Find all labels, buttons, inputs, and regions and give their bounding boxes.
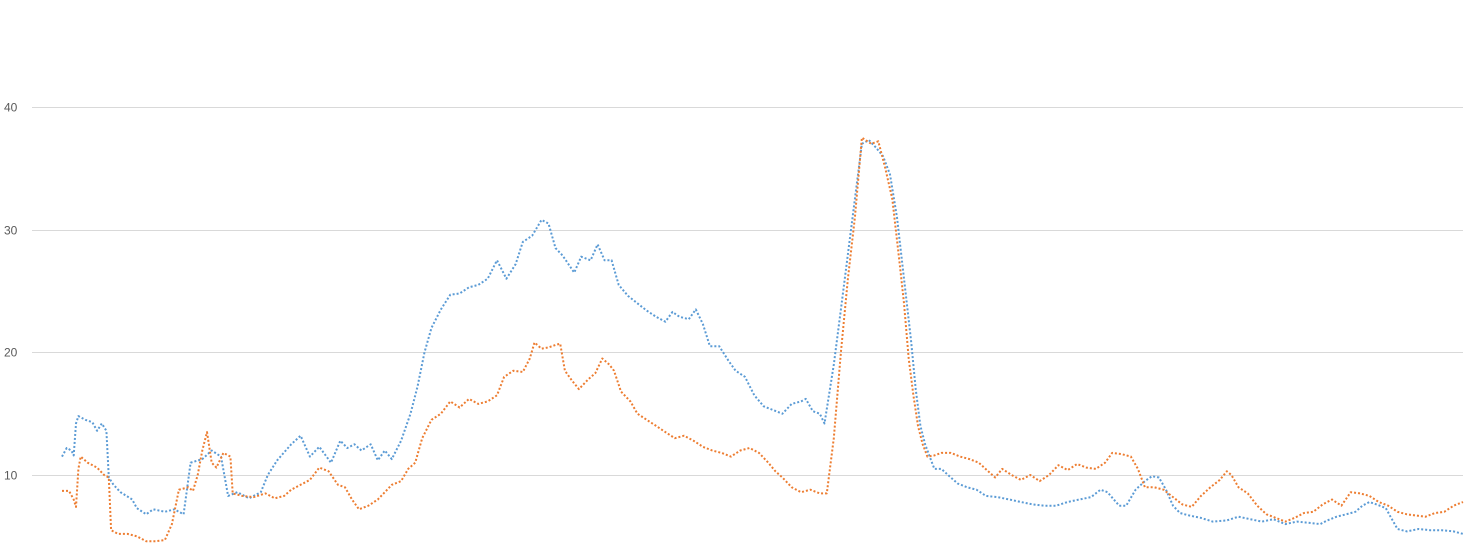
y-tick-label-30: 30 [4, 224, 18, 238]
y-tick-label-40: 40 [4, 101, 18, 115]
y-axis-tick-labels: 10 20 30 40 [4, 101, 18, 483]
gridlines [32, 107, 1463, 476]
y-tick-label-10: 10 [4, 469, 18, 483]
series-line-2 [62, 136, 1464, 543]
series-line-1 [61, 139, 1464, 535]
y-tick-label-20: 20 [4, 346, 18, 360]
series-lines [61, 136, 1464, 543]
